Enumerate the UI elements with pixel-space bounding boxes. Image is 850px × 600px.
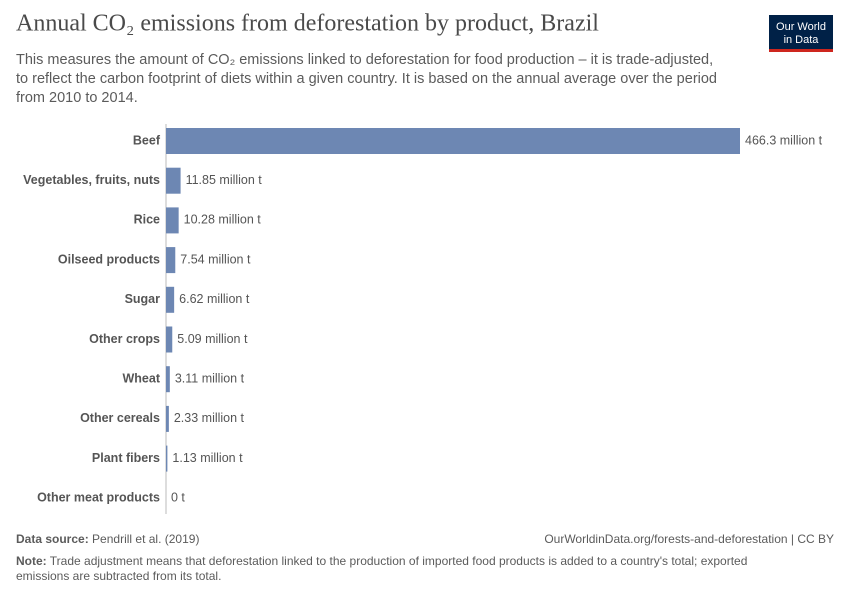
value-label: 0 t (171, 491, 185, 505)
category-label: Other cereals (80, 411, 160, 425)
bar (166, 128, 740, 154)
category-label: Other meat products (37, 491, 160, 505)
bar (166, 445, 168, 472)
logo-stripe (769, 49, 833, 52)
bar (166, 207, 179, 234)
subtitle-line: from 2010 to 2014. (16, 90, 138, 106)
chart-title: Annual CO₂ emissions from deforestation … (16, 11, 599, 37)
category-label: Beef (133, 133, 161, 147)
bar (166, 167, 181, 194)
value-label: 5.09 million t (177, 332, 248, 346)
value-label: 7.54 million t (180, 252, 251, 266)
note: Note: Trade adjustment means that defore… (16, 554, 747, 568)
note-text: emissions are subtracted from its total. (16, 569, 221, 583)
logo-box (769, 15, 833, 51)
category-label: Rice (134, 213, 160, 227)
value-label: 11.85 million t (186, 173, 263, 187)
subtitle-line: This measures the amount of CO₂ emission… (16, 52, 713, 68)
source: Data source: Pendrill et al. (2019) (16, 532, 199, 546)
bar (166, 405, 169, 432)
category-label: Sugar (125, 292, 161, 306)
category-label: Wheat (123, 371, 161, 385)
note-label: Note: (16, 554, 47, 568)
value-label: 3.11 million t (175, 371, 245, 385)
source-text: Pendrill et al. (2019) (92, 532, 199, 546)
value-label: 6.62 million t (179, 292, 250, 306)
category-label: Other crops (89, 332, 160, 346)
url[interactable]: OurWorldinData.org/forests-and-deforesta… (544, 532, 834, 546)
category-label: Vegetables, fruits, nuts (23, 173, 160, 187)
value-label: 1.13 million t (172, 451, 243, 465)
value-label: 10.28 million t (184, 213, 262, 227)
source-label: Data source: (16, 532, 89, 546)
bar (166, 326, 173, 353)
bar (166, 286, 175, 313)
logo[interactable]: Our World in Data (769, 15, 833, 52)
value-label: 466.3 million t (745, 133, 823, 147)
bar (166, 247, 176, 274)
subtitle-line: to reflect the carbon footprint of diets… (16, 71, 717, 87)
bar (166, 366, 170, 393)
logo-text: in Data (784, 34, 820, 46)
note-text: Trade adjustment means that deforestatio… (50, 554, 748, 568)
category-label: Plant fibers (92, 451, 160, 465)
logo-text: Our World (776, 21, 826, 33)
category-label: Oilseed products (58, 252, 160, 266)
value-label: 2.33 million t (174, 411, 245, 425)
